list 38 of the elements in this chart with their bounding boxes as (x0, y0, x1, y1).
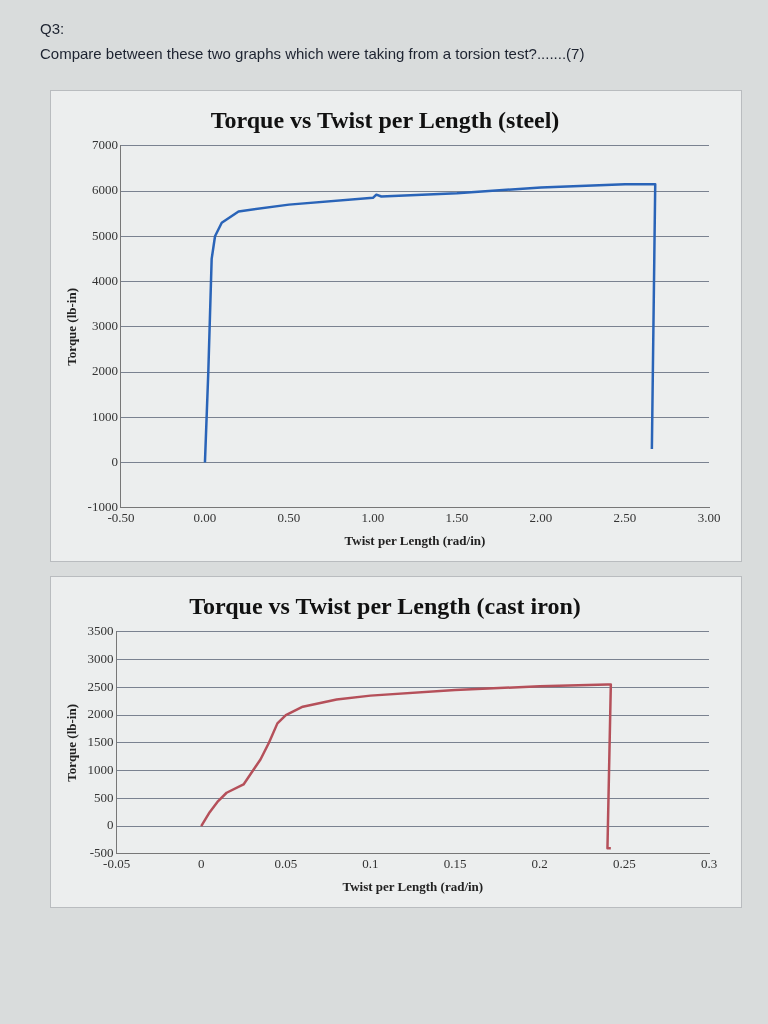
y-axis-title: Torque (lb-in) (64, 703, 80, 782)
y-tick-label: 5000 (91, 227, 118, 243)
text: Compare between these two graphs which were taking from a torsion test?.......(7) (40, 45, 586, 62)
x-tick-label: 0 (197, 856, 205, 872)
x-tick-label: 0.50 (277, 510, 301, 526)
x-tick-label: 0.3 (700, 856, 718, 872)
text: Q3: (40, 20, 66, 37)
y-axis-title: Torque (lb-in) (64, 287, 80, 366)
y-tick-label: 2500 (87, 678, 114, 694)
x-tick-label: 1.50 (445, 510, 469, 526)
y-tick-label: 3000 (87, 650, 114, 666)
y-tick-label: 2000 (91, 363, 118, 379)
y-tick-label: 3500 (87, 623, 114, 639)
x-tick-label: 0.2 (531, 856, 548, 872)
x-tick-label: 0.25 (613, 856, 636, 872)
y-tick-label: 0 (107, 817, 114, 833)
y-tick-label: 7000 (91, 137, 118, 153)
y-tick-label: 3000 (91, 318, 118, 334)
y-tick-label: 1000 (87, 761, 114, 777)
y-tick-label: 0 (111, 453, 118, 469)
y-tick-label: 6000 (91, 182, 118, 198)
x-tick-label: 1.00 (361, 510, 385, 526)
chart-title: Torque vs Twist per Length (cast iron) (189, 592, 581, 619)
x-tick-label: 0.15 (443, 856, 467, 872)
y-tick-label: 2000 (87, 706, 114, 722)
x-tick-label: 2.00 (529, 510, 553, 526)
x-tick-label: 3.00 (697, 510, 721, 526)
x-tick-label: 0.00 (193, 510, 217, 526)
x-tick-label: 2.50 (613, 510, 637, 526)
y-tick-label: 1000 (91, 408, 118, 424)
y-tick-label: 500 (94, 789, 114, 805)
y-tick-label: 1500 (87, 734, 114, 750)
chart-title: Torque vs Twist per Length (steel) (210, 106, 560, 133)
x-axis-title: Twist per Length (rad/in) (344, 532, 486, 548)
x-tick-label: 0.1 (362, 856, 379, 872)
y-tick-label: 4000 (91, 272, 118, 288)
x-axis-title: Twist per Length (rad/in) (342, 878, 484, 894)
x-tick-label: 0.05 (274, 856, 298, 872)
